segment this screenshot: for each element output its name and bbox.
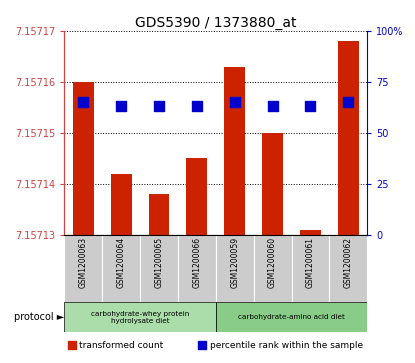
Point (118, 103, 124, 109)
Text: protocol ►: protocol ► (14, 312, 64, 322)
Bar (102, 235, 140, 302)
Point (345, 99, 352, 105)
Text: GSM1200061: GSM1200061 (306, 237, 315, 288)
Point (281, 200, 288, 206)
Bar (216, 302, 367, 333)
Bar (330, 235, 367, 302)
Bar (300, 230, 321, 235)
Text: carbohydrate-amino acid diet: carbohydrate-amino acid diet (238, 314, 345, 320)
Bar (225, 66, 245, 235)
Bar (338, 41, 359, 235)
Bar (111, 174, 132, 235)
Text: GSM1200064: GSM1200064 (117, 237, 126, 288)
Text: GSM1200065: GSM1200065 (154, 237, 164, 288)
Bar (291, 235, 330, 302)
Bar (254, 235, 291, 302)
Title: GDS5390 / 1373880_at: GDS5390 / 1373880_at (135, 16, 297, 30)
Text: percentile rank within the sample: percentile rank within the sample (210, 341, 363, 350)
Bar (149, 194, 169, 235)
Text: transformed count: transformed count (80, 341, 164, 350)
Point (80, 99, 87, 105)
Text: GSM1200062: GSM1200062 (344, 237, 353, 288)
Bar (178, 235, 216, 302)
Bar (73, 82, 94, 235)
Bar (216, 235, 254, 302)
Text: GSM1200066: GSM1200066 (193, 237, 201, 288)
Bar (140, 235, 178, 302)
Point (307, 103, 314, 109)
Point (232, 99, 238, 105)
Point (193, 103, 200, 109)
Text: GSM1200063: GSM1200063 (79, 237, 88, 288)
Bar (64, 235, 102, 302)
Bar (64, 302, 216, 333)
Bar (186, 158, 207, 235)
Bar (262, 133, 283, 235)
Point (269, 103, 276, 109)
Text: carbohydrate-whey protein
hydrolysate diet: carbohydrate-whey protein hydrolysate di… (91, 311, 189, 324)
Point (156, 103, 162, 109)
Text: GSM1200059: GSM1200059 (230, 237, 239, 288)
Text: GSM1200060: GSM1200060 (268, 237, 277, 288)
